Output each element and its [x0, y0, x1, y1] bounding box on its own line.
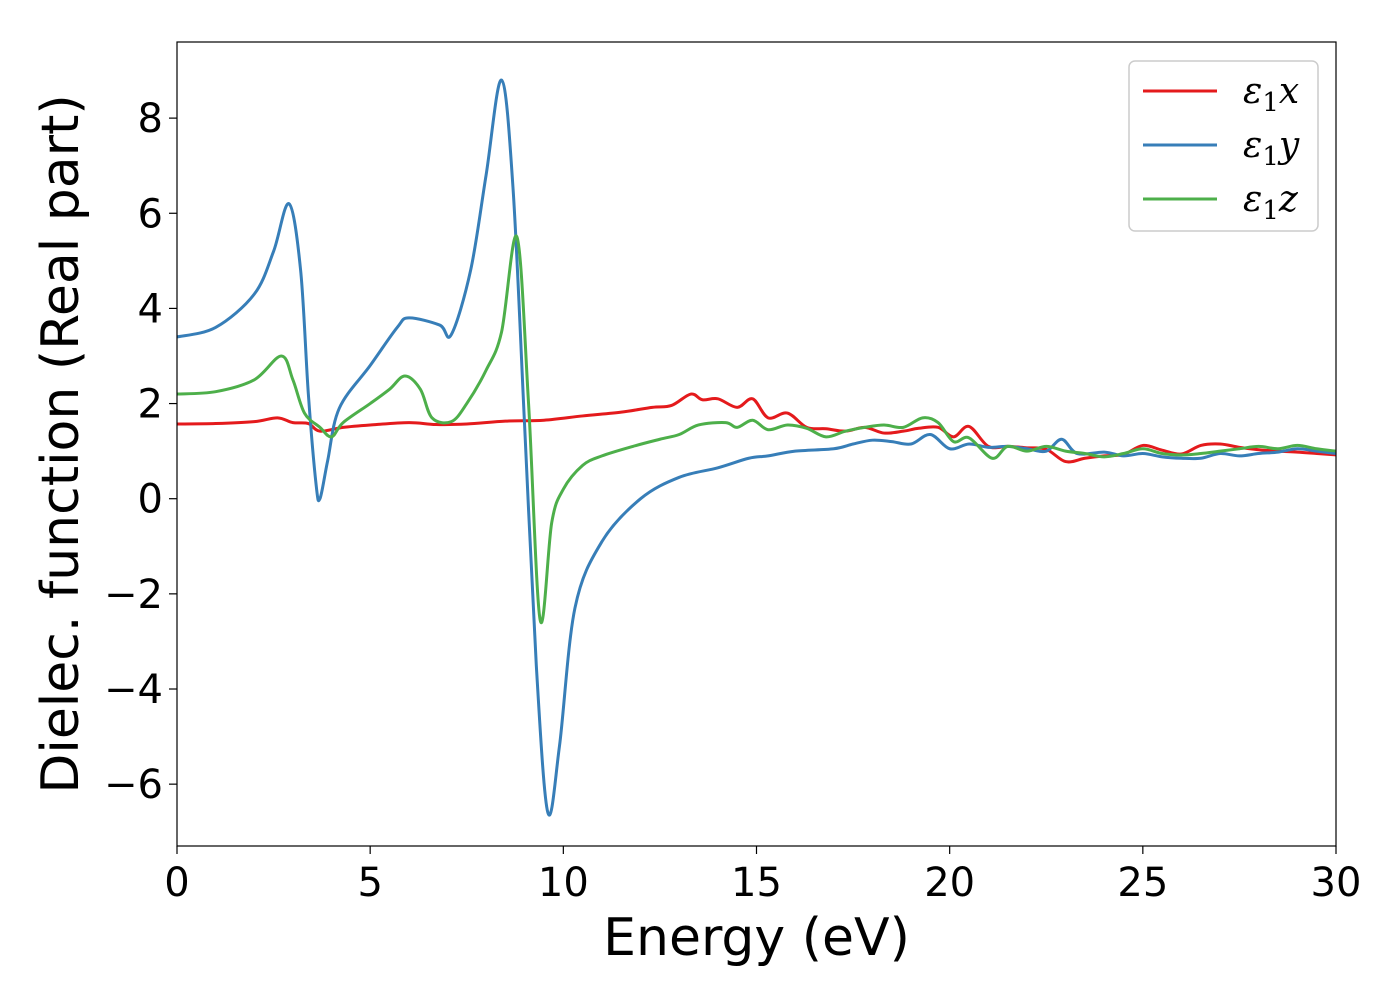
series-layer [177, 78, 1336, 817]
x-axis-label: Energy (eV) [603, 908, 910, 968]
series-line-2 [177, 234, 1336, 625]
legend-label-2: ε1z [1243, 179, 1299, 226]
legend: ε1x ε1y ε1z [1128, 60, 1319, 232]
x-tick-label: 25 [1117, 860, 1168, 906]
x-axis: 0 5 10 15 20 25 30 [164, 846, 1361, 906]
series-line-0 [177, 392, 1336, 464]
y-axis: 8 6 4 2 0 −2 −4 −6 [104, 96, 177, 808]
legend-box [1128, 60, 1319, 232]
x-tick-label: 10 [538, 860, 589, 906]
y-tick-label: −4 [104, 667, 163, 713]
x-tick-label: 20 [924, 860, 975, 906]
y-tick-label: 6 [138, 191, 163, 237]
legend-label-1: ε1y [1243, 125, 1300, 172]
y-axis-label: Dielec. function (Real part) [31, 94, 91, 793]
series-line-1 [177, 78, 1336, 817]
x-tick-label: 30 [1311, 860, 1362, 906]
y-tick-label: 2 [138, 382, 163, 428]
y-tick-label: −2 [104, 572, 163, 618]
legend-label-0: ε1x [1243, 71, 1299, 118]
x-tick-label: 5 [357, 860, 382, 906]
y-tick-label: −6 [104, 762, 163, 808]
x-tick-label: 15 [731, 860, 782, 906]
y-tick-label: 0 [138, 477, 163, 523]
x-tick-label: 0 [164, 860, 189, 906]
y-tick-label: 4 [138, 286, 163, 332]
y-tick-label: 8 [138, 96, 163, 142]
